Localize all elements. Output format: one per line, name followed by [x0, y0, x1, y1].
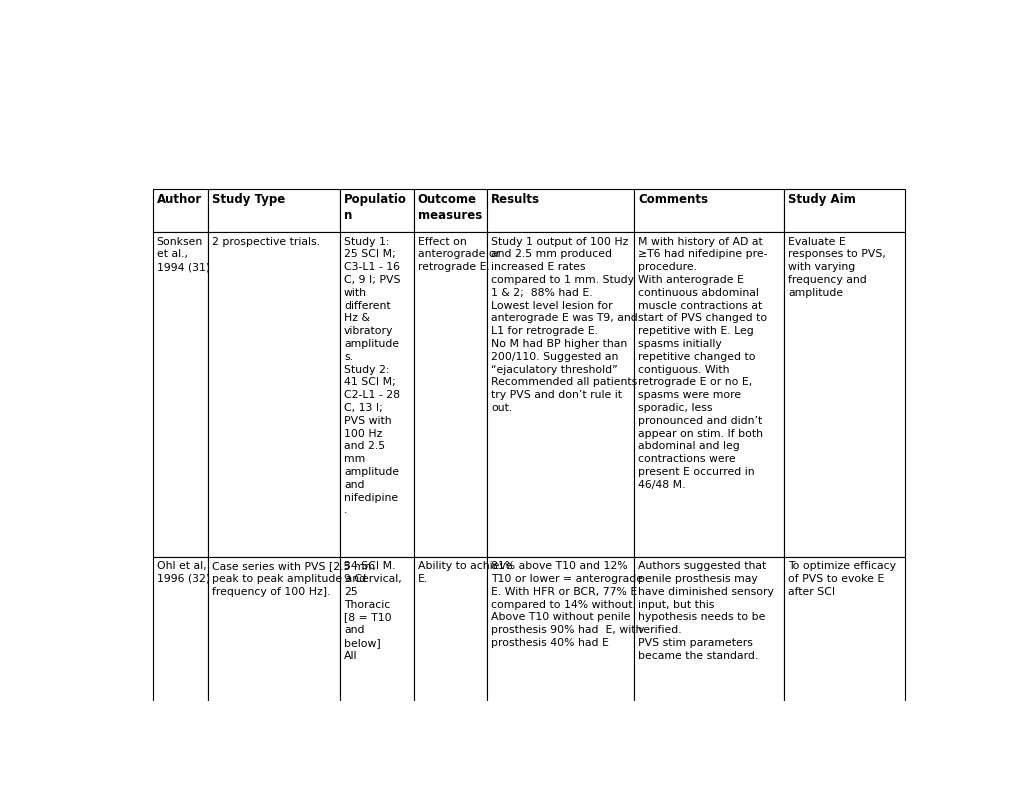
Text: 34 SCI M.
9 Cervical,
25
Thoracic
[8 = T10
and
below]
All: 34 SCI M. 9 Cervical, 25 Thoracic [8 = T…	[343, 561, 401, 661]
Text: 2 prospective trials.: 2 prospective trials.	[212, 236, 320, 247]
Text: Populatio
n: Populatio n	[343, 193, 407, 222]
Text: Case series with PVS [2.5 mm
peak to peak amplitude and
frequency of 100 Hz].: Case series with PVS [2.5 mm peak to pea…	[212, 561, 375, 597]
Text: Results: Results	[491, 193, 540, 206]
Bar	[487, 188, 633, 232]
Text: Authors suggested that
penile prosthesis may
have diminished sensory
input, but : Authors suggested that penile prosthesis…	[637, 561, 773, 661]
Text: 81% above T10 and 12%
T10 or lower = anterograde
E. With HFR or BCR, 77% E
compa: 81% above T10 and 12% T10 or lower = ant…	[491, 561, 643, 648]
Text: M with history of AD at
≥T6 had nifedipine pre-
procedure.
With anterograde E
co: M with history of AD at ≥T6 had nifedipi…	[637, 236, 766, 489]
Bar	[208, 557, 339, 736]
Bar	[153, 232, 208, 557]
Bar	[153, 188, 208, 232]
Text: Study 1:
25 SCI M;
C3-L1 - 16
C, 9 I; PVS
with
different
Hz &
vibratory
amplitud: Study 1: 25 SCI M; C3-L1 - 16 C, 9 I; PV…	[343, 236, 400, 515]
Bar	[208, 232, 339, 557]
Text: Study 1 output of 100 Hz
and 2.5 mm produced
increased E rates
compared to 1 mm.: Study 1 output of 100 Hz and 2.5 mm prod…	[491, 236, 638, 413]
Bar	[784, 188, 904, 232]
Text: Ability to achieve
E.: Ability to achieve E.	[417, 561, 512, 584]
Bar	[784, 232, 904, 557]
Bar	[414, 557, 487, 736]
Text: Author: Author	[157, 193, 202, 206]
Bar	[633, 557, 784, 736]
Text: Comments: Comments	[637, 193, 707, 206]
Text: Sonksen
et al.,
1994 (31): Sonksen et al., 1994 (31)	[157, 236, 210, 272]
Bar	[784, 557, 904, 736]
Bar	[487, 557, 633, 736]
Bar	[153, 557, 208, 736]
Bar	[414, 232, 487, 557]
Bar	[339, 557, 414, 736]
Text: Study Aim: Study Aim	[788, 193, 855, 206]
Bar	[487, 232, 633, 557]
Text: Ohl et al,
1996 (32): Ohl et al, 1996 (32)	[157, 561, 210, 584]
Text: Study Type: Study Type	[212, 193, 285, 206]
Bar	[339, 188, 414, 232]
Bar	[633, 232, 784, 557]
Text: Effect on
anterograde or
retrograde E.: Effect on anterograde or retrograde E.	[417, 236, 499, 272]
Bar	[208, 188, 339, 232]
Text: To optimize efficacy
of PVS to evoke E
after SCI: To optimize efficacy of PVS to evoke E a…	[788, 561, 896, 597]
Bar	[414, 188, 487, 232]
Bar	[339, 232, 414, 557]
Bar	[633, 188, 784, 232]
Text: Outcome
measures: Outcome measures	[417, 193, 481, 222]
Text: Evaluate E
responses to PVS,
with varying
frequency and
amplitude: Evaluate E responses to PVS, with varyin…	[788, 236, 886, 298]
